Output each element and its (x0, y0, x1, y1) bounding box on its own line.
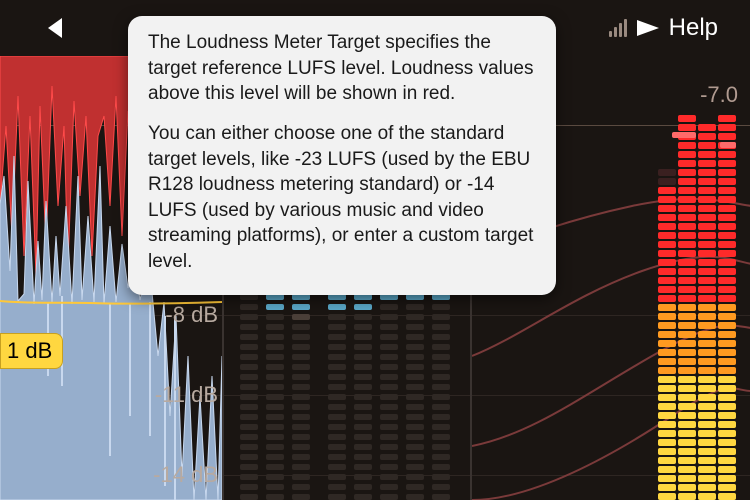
help-label: Help (669, 14, 718, 42)
loudness-column (698, 130, 716, 500)
peak-indicator (720, 142, 736, 148)
peak-indicator (672, 132, 696, 138)
db-label: -8 dB (128, 302, 218, 328)
badge-label: 1 dB (7, 338, 52, 363)
help-link[interactable]: Help (609, 14, 718, 42)
db-label: -11 dB (128, 382, 218, 408)
tooltip-paragraph: The Loudness Meter Target specifies the … (148, 30, 536, 107)
play-icon (637, 20, 659, 36)
loudness-scale-value: -7.0 (700, 82, 738, 108)
help-tooltip: The Loudness Meter Target specifies the … (128, 16, 556, 295)
loudness-column (658, 170, 676, 500)
loudness-column (718, 120, 736, 500)
db-label: -14 dB (128, 462, 218, 488)
value-badge[interactable]: 1 dB (0, 333, 63, 369)
bars-icon (609, 19, 627, 37)
tooltip-paragraph: You can either choose one of the standar… (148, 121, 536, 275)
back-button[interactable] (48, 18, 62, 38)
loudness-column (678, 120, 696, 500)
